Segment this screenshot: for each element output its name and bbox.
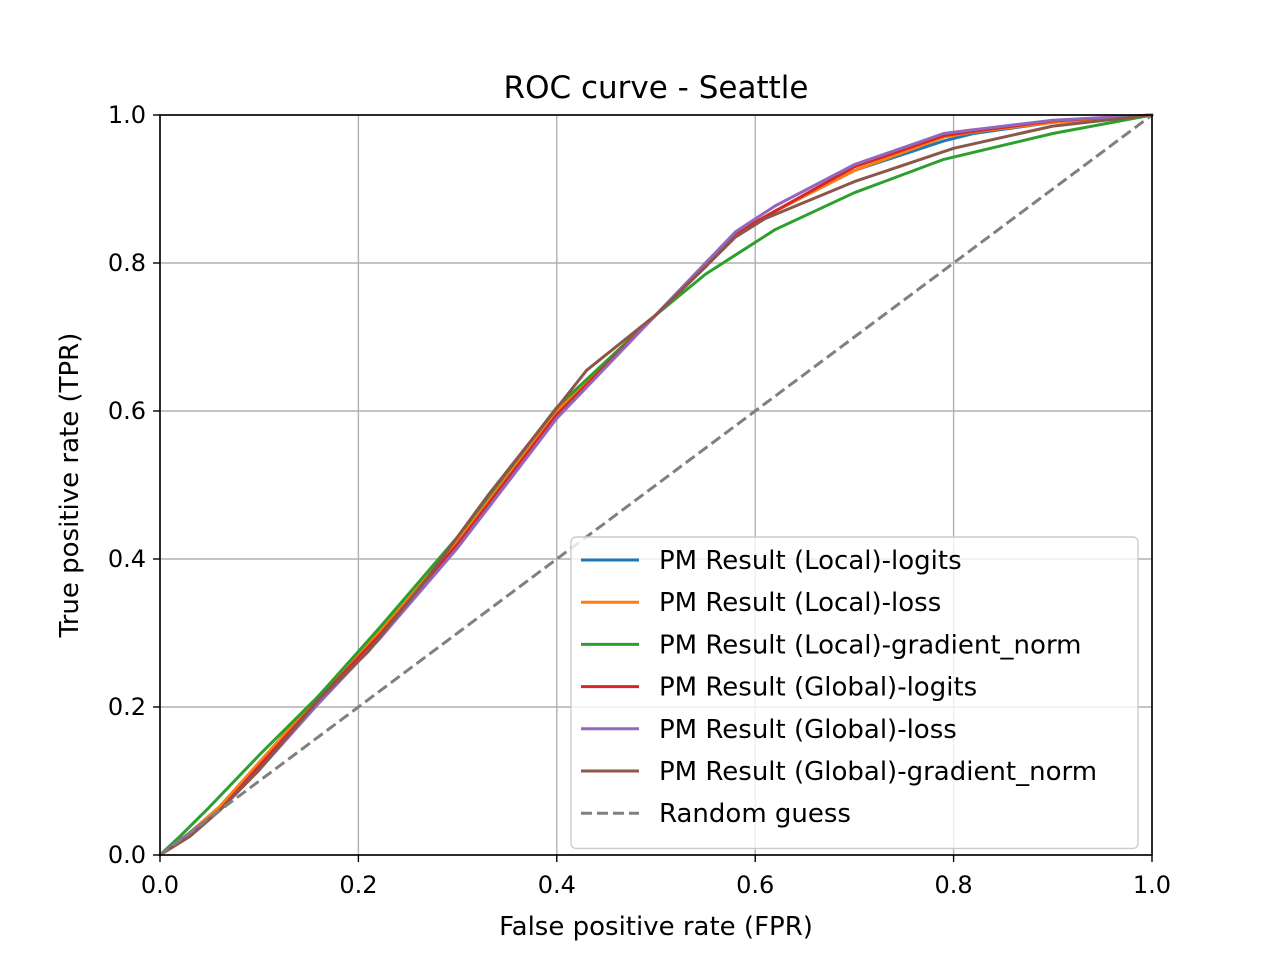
series-lines — [158, 113, 1154, 857]
y-tick-label: 0.6 — [108, 397, 146, 425]
x-tick-label: 1.0 — [1133, 871, 1171, 899]
grid-lines — [159, 114, 1153, 856]
y-axis-ticks: 0.0 0.2 0.4 0.6 0.8 1.0 — [108, 101, 160, 869]
x-tick-label: 0.6 — [736, 871, 774, 899]
y-tick-label: 0.8 — [108, 249, 146, 277]
x-axis-title: False positive rate (FPR) — [499, 912, 813, 942]
legend: PM Result (Local)-logits PM Result (Local… — [570, 536, 1139, 850]
plot-area-frame — [159, 114, 1153, 856]
legend-label-3: PM Result (Global)-logits — [659, 673, 977, 703]
series-line-5 — [158, 113, 1154, 857]
x-tick-label: 0.8 — [935, 871, 973, 899]
x-axis-ticks: 0.0 0.2 0.4 0.6 0.8 1.0 — [141, 855, 1171, 899]
legend-label-2: PM Result (Local)-gradient_norm — [659, 630, 1082, 660]
x-tick-label: 0.2 — [339, 871, 377, 899]
x-tick-label: 0.4 — [538, 871, 576, 899]
x-tick-label: 0.0 — [141, 871, 179, 899]
legend-label-0: PM Result (Local)-logits — [659, 546, 962, 576]
chart-title: ROC curve - Seattle — [504, 70, 809, 106]
legend-label-5: PM Result (Global)-gradient_norm — [659, 757, 1097, 787]
series-line-6 — [159, 113, 1153, 857]
legend-label-4: PM Result (Global)-loss — [659, 715, 957, 745]
y-tick-label: 0.0 — [108, 841, 146, 869]
y-axis-title: True positive rate (TPR) — [55, 333, 85, 639]
y-tick-label: 0.4 — [108, 545, 146, 573]
y-tick-label: 0.2 — [108, 693, 146, 721]
legend-box — [570, 536, 1139, 850]
y-tick-label: 1.0 — [108, 101, 146, 129]
legend-label-6: Random guess — [659, 799, 851, 829]
legend-label-1: PM Result (Local)-loss — [659, 588, 941, 618]
